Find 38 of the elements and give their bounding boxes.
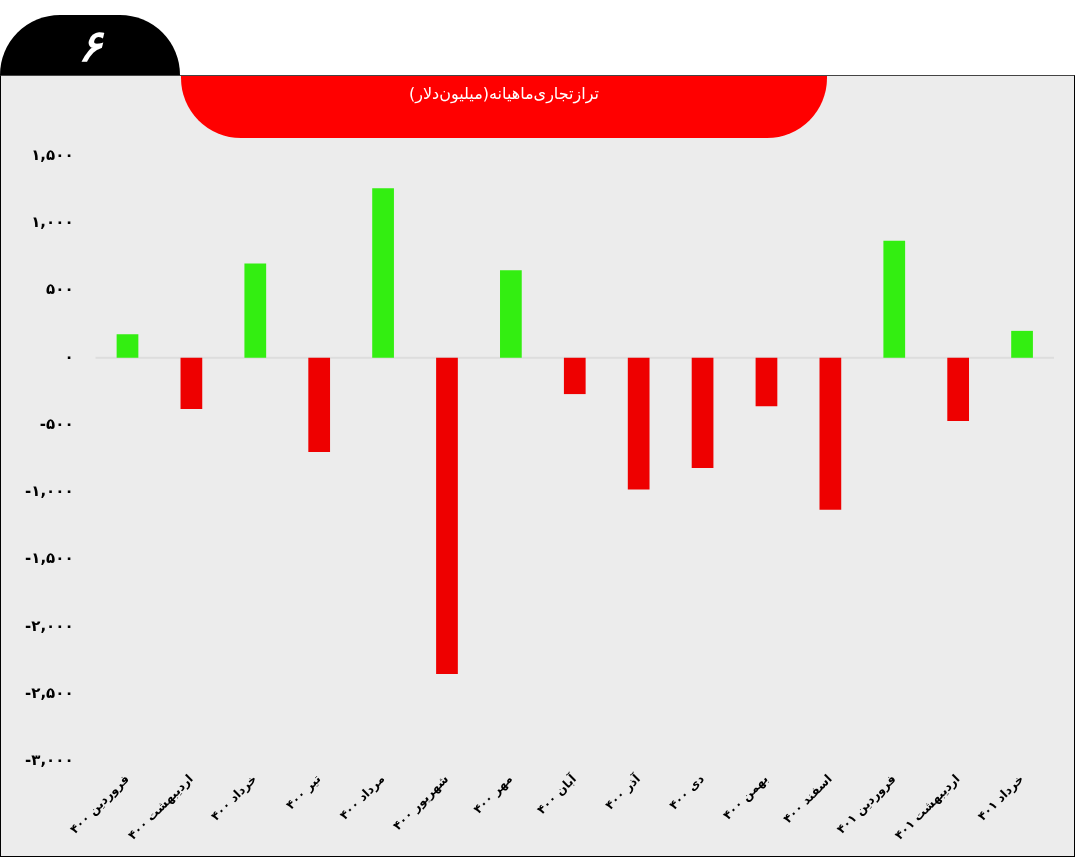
bar [308,357,331,452]
x-tick-label: اسفند ۴۰۰ [780,771,835,826]
y-tick-label: -۲,۰۰۰ [25,616,74,635]
y-tick-label: -۱,۵۰۰ [25,549,74,568]
bar [819,357,842,510]
bar [755,357,778,407]
bar [244,263,267,358]
y-tick-label: -۵۰۰ [39,414,74,433]
bar [883,240,906,358]
x-tick-label: دی ۴۰۰ [666,771,707,813]
y-tick-label: ۵۰۰ [46,280,74,299]
bar [1011,330,1033,358]
bar [116,334,139,358]
bar [500,270,522,358]
bar [180,357,203,409]
x-tick-label: آبان ۴۰۰ [533,770,580,817]
x-tick-label: تیر ۴۰۰ [283,771,324,813]
bar [947,357,970,421]
y-tick-label: ۰ [64,347,74,366]
chart-title: ترازتجاری‌ماهیانه(میلیون‌دلار) [408,83,600,106]
x-tick-label: خرداد ۴۰۰ [208,771,260,824]
bar [563,357,586,395]
x-tick-label: آذر ۴۰۰ [601,770,644,813]
x-tick-label: خرداد ۴۰۱ [974,771,1027,824]
bar [372,188,394,358]
y-tick-label: ۱,۰۰۰ [31,213,74,232]
y-tick-label: -۳,۰۰۰ [25,751,74,770]
x-tick-label: مهر ۴۰۰ [470,771,516,817]
y-tick-label: ۱,۵۰۰ [31,145,74,164]
y-tick-label: -۲,۵۰۰ [25,683,74,702]
x-tick-label: مرداد ۴۰۰ [336,771,388,823]
bar [691,357,714,469]
bar [436,357,458,674]
x-tick-label: شهریور ۴۰۰ [390,771,453,834]
x-tick-label: بهمن ۴۰۰ [720,771,771,823]
y-tick-label: -۱,۰۰۰ [25,482,74,501]
bar [627,357,650,490]
text: ۶ [77,19,105,73]
